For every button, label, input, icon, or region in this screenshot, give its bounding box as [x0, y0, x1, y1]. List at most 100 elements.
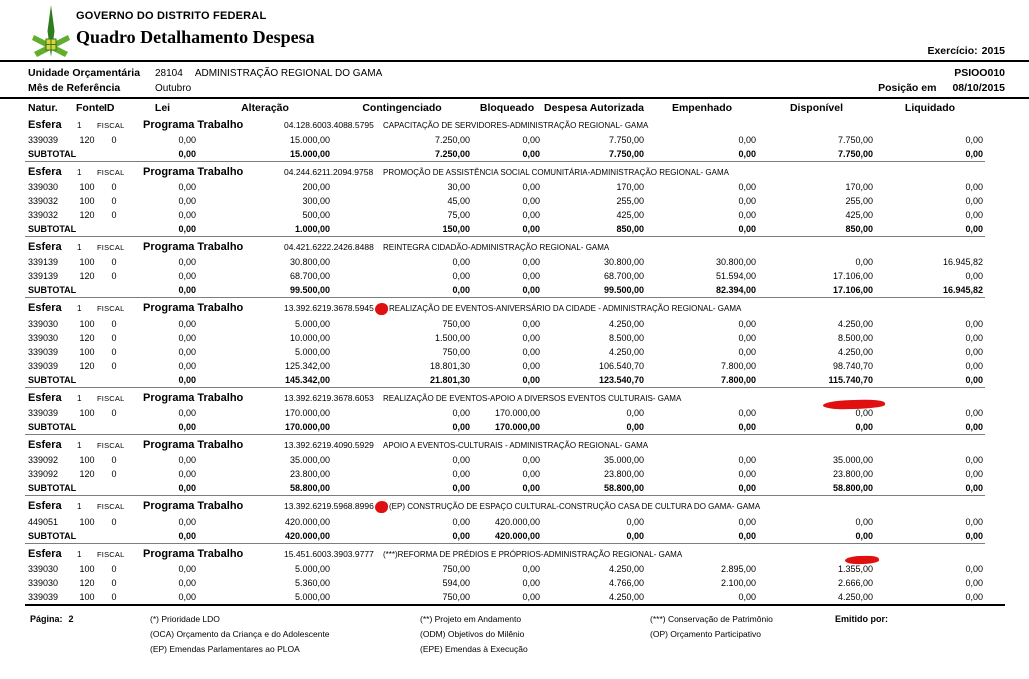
cell-value: 0,00	[178, 592, 196, 602]
programa-header-inner: Esfera 1 FISCAL Programa Trabalho 04.244.621…	[25, 167, 985, 178]
subtotal-row: SUBTOTAL 0,00 58.800,00 0,00 0,00 58.800,00 0,…	[25, 481, 985, 496]
cell-value: 0,00	[965, 347, 983, 357]
programa-header-row: Esfera 1 FISCAL Programa Trabalho 04.128.600…	[25, 115, 985, 133]
cell-value: 4.250,00	[608, 592, 644, 602]
cell-natureza: 339030	[28, 578, 59, 588]
subtotal-value: 170.000,00	[284, 422, 330, 432]
column-header: ID	[104, 102, 115, 114]
column-header: Natur.	[28, 102, 58, 114]
position-value: 08/10/2015	[952, 81, 1005, 94]
programa-header-cell: Esfera 1 FISCAL Programa Trabalho 13.392.621…	[25, 387, 985, 410]
column-header-row: Natur. Fonte ID Lei Alteração Contingenciado B…	[25, 99, 985, 115]
cell-value: 0,00	[738, 592, 756, 602]
cell-value: 106.540,70	[598, 361, 644, 371]
cell-fonte: 100	[79, 455, 95, 465]
esfera-number: 1	[77, 550, 82, 559]
cell-fonte: 120	[79, 578, 95, 588]
divider-bottom	[25, 604, 1005, 606]
report-code: PSIOO010	[954, 66, 1005, 79]
legend-item: (OCA) Orçamento da Criança e do Adolesce…	[150, 629, 330, 639]
subtotal-value: 0,00	[452, 483, 470, 493]
subtotal-value: 123.540,70	[598, 375, 644, 385]
cell-value: 0,00	[522, 182, 540, 192]
cell-id: 0	[111, 578, 117, 588]
subtotal-value: 1.000,00	[294, 224, 330, 234]
cell-natureza: 339030	[28, 333, 59, 343]
cell-value: 0,00	[178, 196, 196, 206]
cell-value: 0,00	[178, 455, 196, 465]
esfera-number: 1	[77, 121, 82, 130]
cell-value: 0,00	[178, 210, 196, 220]
cell-id: 0	[111, 271, 117, 281]
column-header: Disponível	[789, 102, 844, 114]
cell-value: 0,00	[738, 210, 756, 220]
cell-fonte: 120	[79, 135, 95, 145]
cell-value: 0,00	[178, 257, 196, 267]
cell-natureza: 339092	[28, 455, 59, 465]
table-row: 339039 100 0 0,00 170.000,00 0,00 170.000,00 0,…	[25, 406, 985, 420]
cell-natureza: 339039	[28, 592, 59, 602]
cell-id: 0	[111, 182, 117, 192]
subtotal-label: SUBTOTAL	[28, 483, 77, 493]
subtotal-label: SUBTOTAL	[28, 422, 77, 432]
budget-unit-name: ADMINISTRAÇÃO REGIONAL DO GAMA	[194, 67, 383, 79]
subtotal-row: SUBTOTAL 0,00 170.000,00 0,00 170.000,00 0,00…	[25, 420, 985, 435]
programa-header-cell: Esfera 1 FISCAL Programa Trabalho 13.392.621…	[25, 495, 985, 515]
subtotal-value: 58.800,00	[832, 483, 873, 493]
cell-value: 7.750,00	[837, 135, 873, 145]
cell-value: 0,00	[522, 578, 540, 588]
cell-fonte: 120	[79, 361, 95, 371]
esfera-number: 1	[77, 441, 82, 450]
subtotal-value: 0,00	[452, 422, 470, 432]
table-row: 339030 100 0 0,00 5.000,00 750,00 0,00 4.250,00…	[25, 317, 985, 331]
esfera-label: Esfera	[28, 500, 62, 512]
cell-value: 0,00	[965, 517, 983, 527]
esfera-number: 1	[77, 243, 82, 252]
subtotal-value: 0,00	[738, 224, 756, 234]
cell-natureza: 339139	[28, 271, 59, 281]
table-body: Esfera 1 FISCAL Programa Trabalho 04.128.600…	[25, 115, 985, 604]
subtotal-value: 150,00	[442, 224, 470, 234]
cell-value: 170,00	[616, 182, 644, 192]
expense-table: Natur. Fonte ID Lei Alteração Contingenciado B…	[25, 99, 985, 604]
programa-header-inner: Esfera 1 FISCAL Programa Trabalho 15.451.600…	[25, 549, 985, 560]
cell-value: 45,00	[447, 196, 470, 206]
programa-description: REALIZAÇÃO DE EVENTOS-APOIO A DIVERSOS E…	[383, 394, 682, 403]
cell-id: 0	[111, 592, 117, 602]
cell-value: 170,00	[845, 182, 873, 192]
column-header: Fonte	[76, 102, 105, 114]
cell-value: 0,00	[738, 455, 756, 465]
cell-id: 0	[111, 196, 117, 206]
column-header: Empenhado	[671, 102, 733, 114]
cell-id: 0	[111, 347, 117, 357]
cell-natureza: 339039	[28, 135, 59, 145]
programa-label: Programa Trabalho	[143, 548, 244, 560]
cell-value: 4.250,00	[608, 347, 644, 357]
cell-value: 0,00	[965, 182, 983, 192]
table-head: Natur. Fonte ID Lei Alteração Contingenciado B…	[25, 99, 985, 115]
subtotal-value: 0,00	[178, 483, 196, 493]
cell-id: 0	[111, 361, 117, 371]
cell-value: 0,00	[522, 592, 540, 602]
subtotal-value: 145.342,00	[284, 375, 330, 385]
column-header: Despesa Autorizada	[544, 102, 644, 114]
subtotal-value: 7.800,00	[720, 375, 756, 385]
cell-value: 0,00	[626, 517, 644, 527]
position-date: Posição em 08/10/2015	[878, 82, 1005, 94]
cell-value: 0,00	[522, 135, 540, 145]
cell-value: 4.250,00	[608, 564, 644, 574]
page-number: Página: 2	[30, 612, 150, 624]
cell-value: 2.100,00	[720, 578, 756, 588]
subtotal-value: 58.800,00	[289, 483, 330, 493]
programa-code: 04.244.6211.2094.9758	[284, 167, 374, 177]
cell-id: 0	[111, 319, 117, 329]
cell-value: 23.800,00	[603, 469, 644, 479]
cell-value: 0,00	[452, 455, 470, 465]
esfera-type: FISCAL	[97, 121, 125, 130]
cell-value: 0,00	[452, 271, 470, 281]
subtotal-value: 7.750,00	[608, 149, 644, 159]
column-header: Alteração	[241, 102, 289, 114]
programa-description: PROMOÇÃO DE ASSISTÊNCIA SOCIAL COMUNITÁR…	[383, 168, 729, 177]
subtotal-value: 0,00	[178, 149, 196, 159]
